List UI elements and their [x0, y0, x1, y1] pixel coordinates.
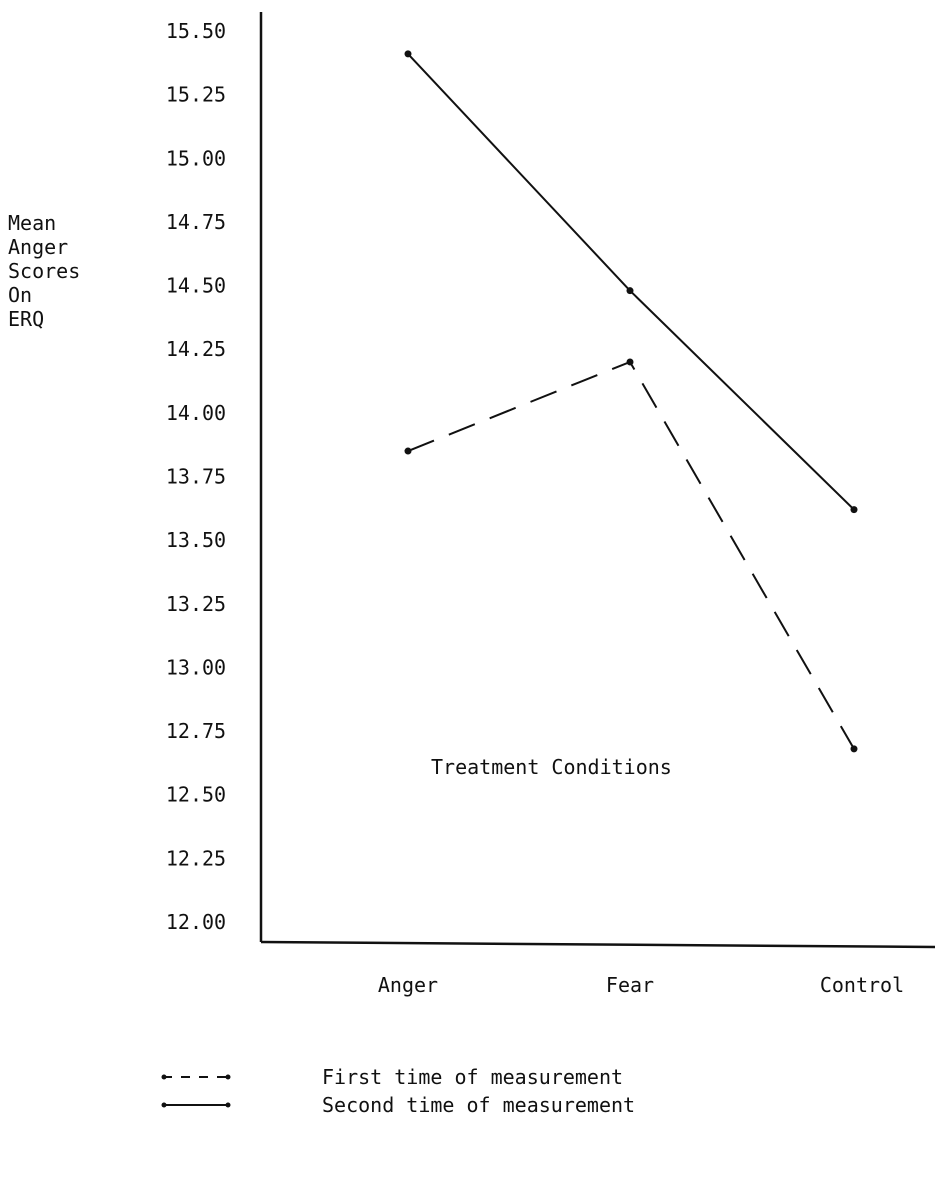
legend-label-second: Second time of measurement	[322, 1093, 636, 1117]
y-tick-label: 13.50	[166, 528, 226, 552]
legend-marker	[161, 1102, 167, 1108]
data-point	[850, 745, 858, 753]
legend-marker	[225, 1074, 231, 1080]
data-point	[404, 447, 412, 455]
legend-symbols	[161, 1074, 231, 1108]
series-lines	[404, 50, 858, 753]
y-tick-label: 13.25	[166, 592, 226, 616]
y-tick-labels: 12.00 12.25 12.50 12.75 13.00 13.25 13.50 13.75…	[166, 19, 226, 934]
y-tick-label: 14.50	[166, 274, 226, 298]
y-tick-label: 12.25	[166, 846, 226, 870]
x-tick-label: Anger	[378, 973, 438, 997]
y-axis-label-line: On	[8, 283, 33, 307]
y-axis-label-line: Scores	[8, 259, 81, 283]
y-tick-label: 13.75	[166, 465, 226, 489]
series-line-first	[407, 360, 855, 750]
x-tick-label: Fear	[606, 973, 654, 997]
x-tick-labels: Anger Fear Control	[378, 973, 904, 997]
y-tick-label: 14.00	[166, 401, 226, 425]
y-tick-label: 14.25	[166, 337, 226, 361]
y-tick-label: 15.50	[166, 19, 226, 43]
x-axis-label: Treatment Conditions	[431, 755, 672, 779]
y-axis-label-line: Anger	[8, 235, 69, 259]
data-point	[404, 50, 412, 58]
y-tick-label: 12.00	[166, 910, 226, 934]
series-line-second	[407, 53, 855, 511]
x-tick-label: Control	[820, 973, 904, 997]
y-axis-label-line: ERQ	[8, 307, 45, 331]
legend-label-first: First time of measurement	[322, 1065, 624, 1089]
y-axis-label-line: Mean	[8, 211, 57, 235]
y-tick-label: 13.00	[166, 655, 226, 679]
y-tick-label: 12.50	[166, 783, 226, 807]
x-axis	[260, 940, 935, 949]
data-point	[626, 287, 634, 295]
legend-marker	[161, 1074, 167, 1080]
data-point	[850, 506, 858, 514]
y-tick-label: 14.75	[166, 210, 226, 234]
data-point	[626, 358, 634, 366]
y-tick-label: 12.75	[166, 719, 226, 743]
y-tick-label: 15.00	[166, 146, 226, 170]
legend-marker	[225, 1102, 231, 1108]
y-tick-label: 15.25	[166, 83, 226, 107]
